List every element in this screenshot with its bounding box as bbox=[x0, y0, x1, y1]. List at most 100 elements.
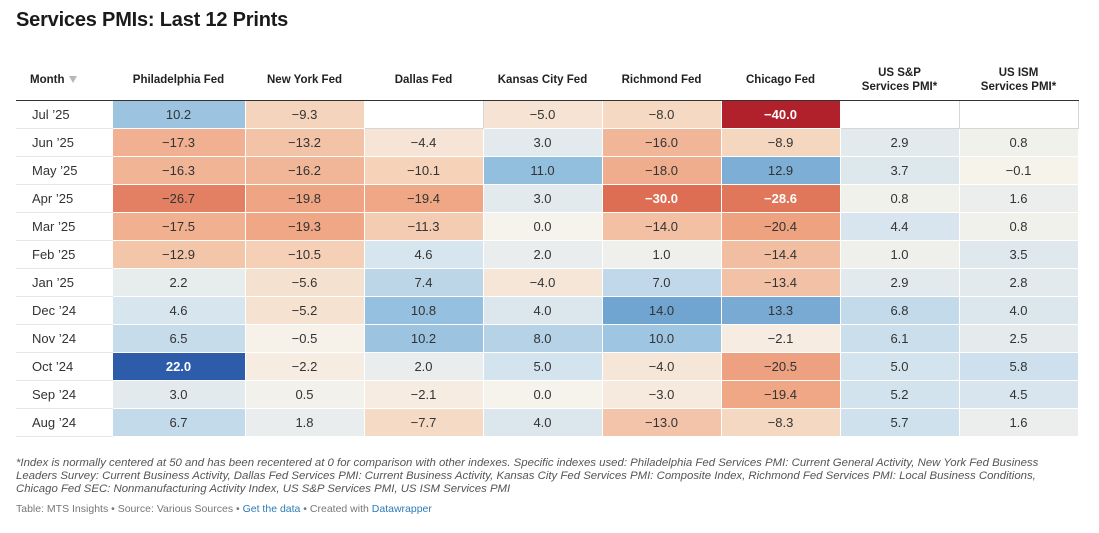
value-cell-us-s-p-services-pmi bbox=[839, 100, 960, 129]
table-header: Month Philadelphia Fed New York Fed Dallas … bbox=[16, 60, 1078, 101]
column-header-label: US S&P bbox=[878, 67, 921, 79]
table-row: Feb ’25 −12.9 −10.5 4.6 2.0 1.0 −14.4 1.0 3.5 bbox=[16, 240, 1079, 269]
table-row: Nov ’24 6.5 −0.5 10.2 8.0 10.0 −2.1 6.1 2.5 bbox=[16, 324, 1079, 353]
value-cell-philadelphia-fed: 3.0 bbox=[111, 380, 246, 409]
value-cell-us-s-p-services-pmi: 6.1 bbox=[839, 324, 960, 353]
value-cell-kansas-city-fed: 11.0 bbox=[482, 156, 603, 185]
value-cell-us-s-p-services-pmi: 2.9 bbox=[839, 128, 960, 157]
value-cell-philadelphia-fed: 6.5 bbox=[111, 324, 246, 353]
value-cell-us-ism-services-pmi: 2.8 bbox=[958, 268, 1079, 297]
value-cell-chicago-fed: −20.4 bbox=[720, 212, 841, 241]
column-header-new-york-fed[interactable]: New York Fed bbox=[245, 60, 364, 101]
value-cell-richmond-fed: 1.0 bbox=[601, 240, 722, 269]
column-header-us-s-p-services-pmi[interactable]: US S&P Services PMI* bbox=[840, 60, 959, 101]
value-cell-dallas-fed bbox=[363, 100, 484, 129]
value-cell-kansas-city-fed: 5.0 bbox=[482, 352, 603, 381]
column-header-label: Richmond Fed bbox=[621, 74, 702, 86]
value-cell-philadelphia-fed: 10.2 bbox=[111, 100, 246, 129]
month-cell: Jul ’25 bbox=[16, 100, 112, 129]
value-cell-richmond-fed: −13.0 bbox=[601, 408, 722, 437]
value-cell-us-ism-services-pmi: −0.1 bbox=[958, 156, 1079, 185]
value-cell-us-s-p-services-pmi: 6.8 bbox=[839, 296, 960, 325]
value-cell-dallas-fed: −11.3 bbox=[363, 212, 484, 241]
value-cell-kansas-city-fed: 0.0 bbox=[482, 380, 603, 409]
value-cell-kansas-city-fed: 4.0 bbox=[482, 296, 603, 325]
value-cell-us-ism-services-pmi: 3.5 bbox=[958, 240, 1079, 269]
column-header-label: Month bbox=[30, 74, 65, 86]
value-cell-dallas-fed: 10.2 bbox=[363, 324, 484, 353]
value-cell-us-ism-services-pmi: 0.8 bbox=[958, 212, 1079, 241]
value-cell-philadelphia-fed: −26.7 bbox=[111, 184, 246, 213]
value-cell-kansas-city-fed: 2.0 bbox=[482, 240, 603, 269]
value-cell-richmond-fed: 10.0 bbox=[601, 324, 722, 353]
value-cell-new-york-fed: −0.5 bbox=[244, 324, 365, 353]
value-cell-dallas-fed: 2.0 bbox=[363, 352, 484, 381]
value-cell-philadelphia-fed: 4.6 bbox=[111, 296, 246, 325]
table-row: May ’25 −16.3 −16.2 −10.1 11.0 −18.0 12.9 3.7 −0… bbox=[16, 156, 1079, 185]
value-cell-us-ism-services-pmi: 1.6 bbox=[958, 184, 1079, 213]
column-header-richmond-fed[interactable]: Richmond Fed bbox=[602, 60, 721, 101]
value-cell-chicago-fed: −2.1 bbox=[720, 324, 841, 353]
value-cell-new-york-fed: −9.3 bbox=[244, 100, 365, 129]
column-header-dallas-fed[interactable]: Dallas Fed bbox=[364, 60, 483, 101]
column-header-month[interactable]: Month bbox=[16, 60, 112, 101]
value-cell-kansas-city-fed: 0.0 bbox=[482, 212, 603, 241]
get-the-data-link[interactable]: Get the data bbox=[242, 503, 301, 515]
month-cell: Aug ’24 bbox=[16, 408, 112, 437]
value-cell-new-york-fed: −19.3 bbox=[244, 212, 365, 241]
value-cell-richmond-fed: −14.0 bbox=[601, 212, 722, 241]
column-header-chicago-fed[interactable]: Chicago Fed bbox=[721, 60, 840, 101]
value-cell-us-s-p-services-pmi: 2.9 bbox=[839, 268, 960, 297]
value-cell-kansas-city-fed: 3.0 bbox=[482, 128, 603, 157]
value-cell-us-ism-services-pmi: 4.5 bbox=[958, 380, 1079, 409]
value-cell-chicago-fed: −8.9 bbox=[720, 128, 841, 157]
value-cell-chicago-fed: −28.6 bbox=[720, 184, 841, 213]
month-cell: Feb ’25 bbox=[16, 240, 112, 269]
value-cell-dallas-fed: −10.1 bbox=[363, 156, 484, 185]
sort-arrow-icon[interactable] bbox=[69, 76, 78, 83]
column-header-label: Chicago Fed bbox=[745, 74, 815, 86]
pmi-table: Month Philadelphia Fed New York Fed Dallas … bbox=[16, 60, 1079, 437]
value-cell-richmond-fed: −30.0 bbox=[601, 184, 722, 213]
table-row: Jan ’25 2.2 −5.6 7.4 −4.0 7.0 −13.4 2.9 2.8 bbox=[16, 268, 1079, 297]
column-header-philadelphia-fed[interactable]: Philadelphia Fed bbox=[112, 60, 245, 101]
value-cell-dallas-fed: −4.4 bbox=[363, 128, 484, 157]
value-cell-us-s-p-services-pmi: 0.8 bbox=[839, 184, 960, 213]
datawrapper-link[interactable]: Datawrapper bbox=[371, 503, 432, 515]
value-cell-dallas-fed: 4.6 bbox=[363, 240, 484, 269]
value-cell-kansas-city-fed: 4.0 bbox=[482, 408, 603, 437]
value-cell-philadelphia-fed: −17.3 bbox=[111, 128, 246, 157]
value-cell-chicago-fed: −13.4 bbox=[720, 268, 841, 297]
value-cell-us-ism-services-pmi: 1.6 bbox=[958, 408, 1079, 437]
column-header-kansas-city-fed[interactable]: Kansas City Fed bbox=[483, 60, 602, 101]
value-cell-dallas-fed: −19.4 bbox=[363, 184, 484, 213]
value-cell-chicago-fed: −8.3 bbox=[720, 408, 841, 437]
value-cell-richmond-fed: −3.0 bbox=[601, 380, 722, 409]
footer: Table: MTS Insights • Source: Various So… bbox=[16, 503, 432, 515]
month-cell: Jan ’25 bbox=[16, 268, 112, 297]
value-cell-us-s-p-services-pmi: 5.0 bbox=[839, 352, 960, 381]
table-row: Dec ’24 4.6 −5.2 10.8 4.0 14.0 13.3 6.8 4.0 bbox=[16, 296, 1079, 325]
value-cell-new-york-fed: −5.6 bbox=[244, 268, 365, 297]
table-row: Mar ’25 −17.5 −19.3 −11.3 0.0 −14.0 −20.4 4.4 0.… bbox=[16, 212, 1079, 241]
footer-created-with: • Created with bbox=[300, 503, 372, 515]
value-cell-us-s-p-services-pmi: 1.0 bbox=[839, 240, 960, 269]
table-row: Aug ’24 6.7 1.8 −7.7 4.0 −13.0 −8.3 5.7 1.6 bbox=[16, 408, 1079, 437]
value-cell-philadelphia-fed: −16.3 bbox=[111, 156, 246, 185]
value-cell-us-ism-services-pmi: 5.8 bbox=[958, 352, 1079, 381]
value-cell-chicago-fed: −19.4 bbox=[720, 380, 841, 409]
value-cell-new-york-fed: −19.8 bbox=[244, 184, 365, 213]
value-cell-chicago-fed: −14.4 bbox=[720, 240, 841, 269]
value-cell-richmond-fed: −8.0 bbox=[601, 100, 722, 129]
value-cell-chicago-fed: −20.5 bbox=[720, 352, 841, 381]
column-header-us-ism-services-pmi[interactable]: US ISM Services PMI* bbox=[959, 60, 1078, 101]
table-row: Oct ’24 22.0 −2.2 2.0 5.0 −4.0 −20.5 5.0 5.8 bbox=[16, 352, 1079, 381]
table-row: Jun ’25 −17.3 −13.2 −4.4 3.0 −16.0 −8.9 2.9 0.8 bbox=[16, 128, 1079, 157]
value-cell-philadelphia-fed: 6.7 bbox=[111, 408, 246, 437]
value-cell-richmond-fed: −4.0 bbox=[601, 352, 722, 381]
column-header-label: Dallas Fed bbox=[394, 74, 453, 86]
value-cell-us-ism-services-pmi: 4.0 bbox=[958, 296, 1079, 325]
table-row: Sep ’24 3.0 0.5 −2.1 0.0 −3.0 −19.4 5.2 4.5 bbox=[16, 380, 1079, 409]
value-cell-new-york-fed: 1.8 bbox=[244, 408, 365, 437]
column-header-label: US ISM bbox=[998, 67, 1039, 79]
